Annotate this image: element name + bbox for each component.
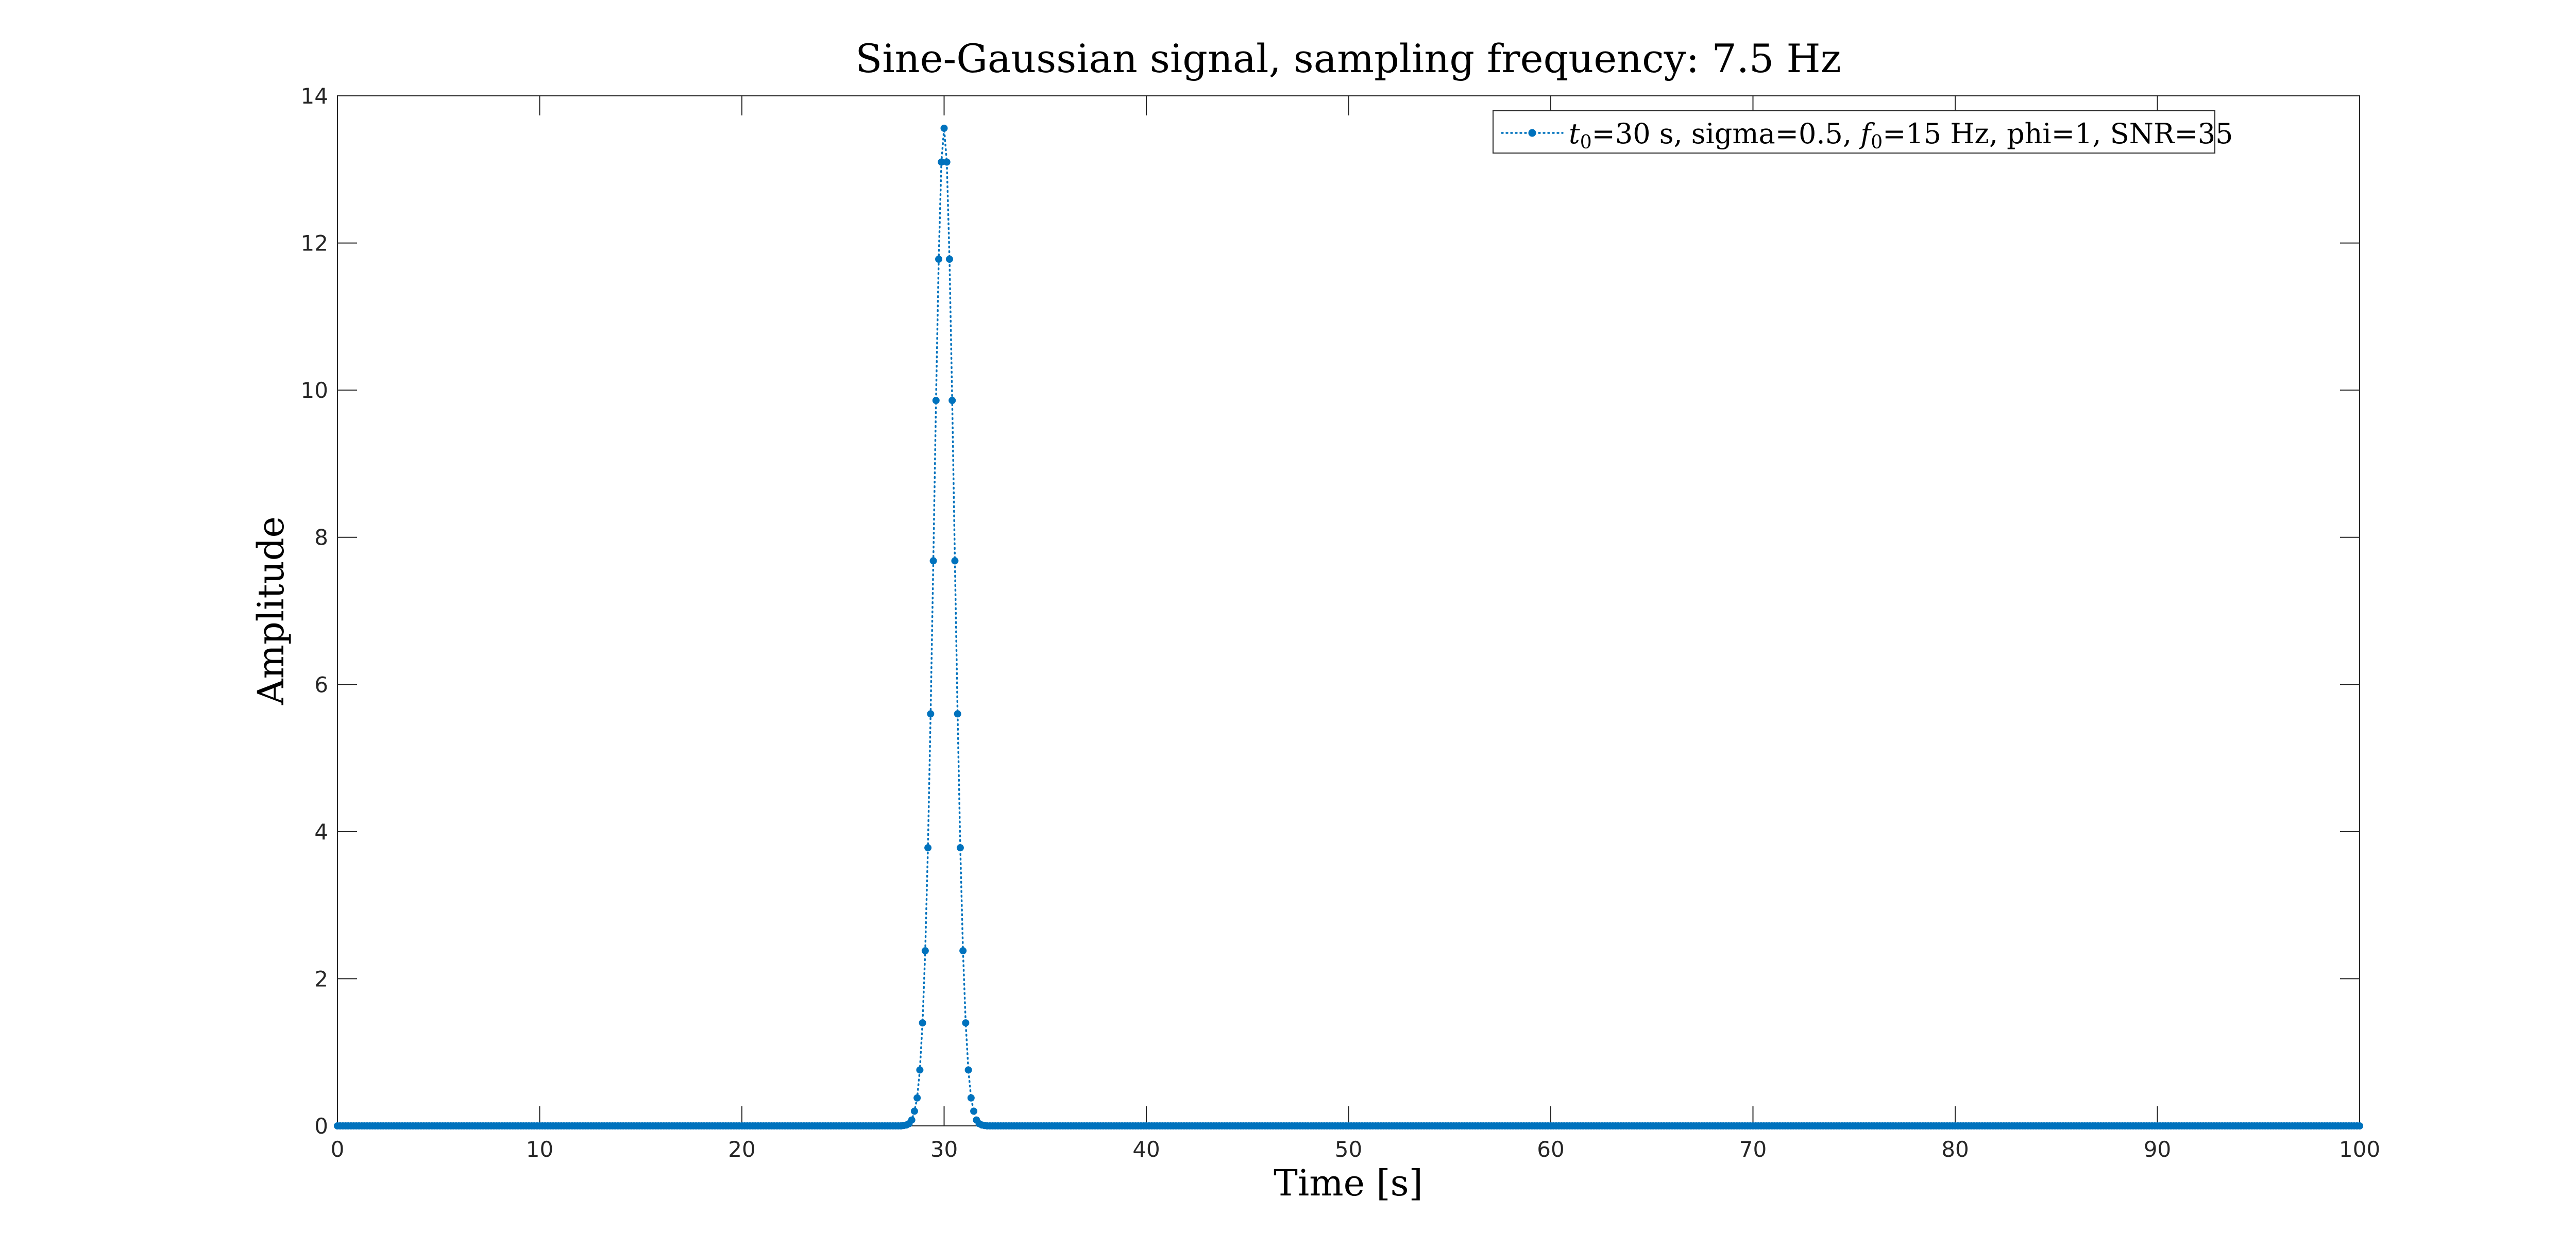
x-tick-label: 0: [331, 1137, 345, 1162]
y-tick-label: 14: [301, 83, 328, 109]
data-point: [908, 1116, 916, 1124]
x-tick-label: 80: [1941, 1137, 1969, 1162]
legend-marker: [1528, 129, 1536, 137]
data-point: [967, 1094, 975, 1102]
y-tick-label: 8: [314, 525, 328, 550]
x-tick-label: 100: [2339, 1137, 2380, 1162]
y-tick-label: 12: [301, 231, 328, 256]
legend-box: [1493, 110, 2215, 154]
data-point: [945, 255, 953, 263]
data-point: [916, 1066, 924, 1074]
x-tick-label: 30: [930, 1137, 958, 1162]
x-tick-label: 50: [1335, 1137, 1362, 1162]
data-point: [927, 710, 935, 718]
legend-f-subscript: 0: [1871, 132, 1883, 153]
legend-t-text: =30 s, sigma=0.5,: [1592, 117, 1861, 150]
legend-t-subscript: 0: [1580, 132, 1592, 153]
x-tick-label: 90: [2144, 1137, 2171, 1162]
y-tick-label: 4: [314, 819, 328, 845]
data-point: [935, 255, 943, 263]
data-point: [943, 158, 951, 166]
y-axis-ticks: 0 2 4 6 8 10 12 14: [301, 83, 2360, 1139]
data-point: [959, 947, 967, 955]
data-point: [2356, 1122, 2363, 1129]
x-tick-label: 60: [1537, 1137, 1564, 1162]
data-point: [919, 1019, 926, 1027]
data-point: [929, 557, 937, 565]
data-point: [932, 397, 940, 404]
y-axis-label: Amplitude: [250, 516, 292, 705]
data-point: [954, 710, 961, 718]
data-point: [970, 1107, 978, 1115]
y-tick-label: 6: [314, 672, 328, 697]
chart-title: Sine-Gaussian signal, sampling frequency…: [855, 36, 1841, 81]
data-point: [956, 844, 964, 852]
y-tick-label: 2: [314, 966, 328, 991]
legend-t-variable: t: [1569, 117, 1580, 150]
data-point: [948, 397, 956, 404]
data-point: [964, 1066, 972, 1074]
legend: t0=30 s, sigma=0.5, f0=15 Hz, phi=1, SNR…: [1493, 110, 2233, 154]
y-tick-label: 0: [314, 1114, 328, 1139]
series-layer: [334, 124, 2363, 1129]
x-tick-label: 40: [1132, 1137, 1160, 1162]
x-tick-label: 70: [1739, 1137, 1767, 1162]
data-point: [962, 1019, 970, 1027]
x-axis-label: Time [s]: [1274, 1162, 1423, 1204]
legend-label: t0=30 s, sigma=0.5, f0=15 Hz, phi=1, SNR…: [1569, 117, 2233, 153]
data-point: [951, 557, 959, 565]
legend-f-text: =15 Hz, phi=1, SNR=35: [1883, 117, 2233, 150]
data-point: [921, 947, 929, 955]
x-tick-label: 20: [728, 1137, 755, 1162]
x-tick-label: 10: [526, 1137, 553, 1162]
x-axis-ticks: 0 10 20 30 40 50 60 70 80 90 100: [331, 96, 2380, 1162]
data-point: [924, 844, 932, 852]
plot-area: [337, 95, 2360, 1126]
data-point: [910, 1107, 918, 1115]
y-tick-label: 10: [301, 378, 328, 403]
data-point: [913, 1094, 921, 1102]
data-point: [940, 124, 948, 132]
